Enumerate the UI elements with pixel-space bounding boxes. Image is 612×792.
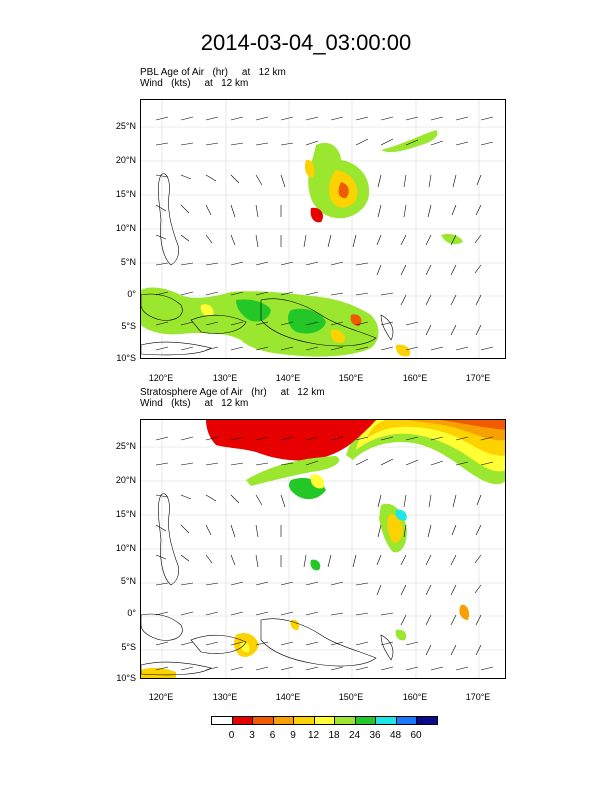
colorbar-label: 36 bbox=[369, 730, 381, 741]
lon-label: 160°E bbox=[402, 692, 428, 702]
lat-label: 0° bbox=[127, 289, 136, 299]
lat-label: 5°S bbox=[121, 321, 136, 331]
pbl-map bbox=[141, 100, 505, 358]
lon-label: 140°E bbox=[275, 373, 301, 383]
colorbar-swatch bbox=[375, 716, 397, 725]
colorbar-label: 48 bbox=[389, 730, 402, 741]
stratosphere-map-panel bbox=[140, 419, 506, 679]
colorbar-swatch bbox=[334, 716, 356, 725]
figure-title: 2014-03-04_03:00:00 bbox=[200, 30, 412, 55]
lon-label: 120°E bbox=[148, 373, 174, 383]
lat-label: 0° bbox=[127, 608, 136, 618]
colorbar-label: 24 bbox=[348, 730, 361, 741]
lat-label: 10°S bbox=[116, 353, 136, 363]
colorbar-swatch bbox=[354, 716, 376, 725]
colorbar-label: 3 bbox=[249, 730, 255, 741]
coastlines bbox=[141, 493, 394, 676]
stratosphere-age-shading bbox=[141, 420, 505, 678]
stratosphere-map bbox=[141, 420, 505, 678]
colorbar-swatch bbox=[395, 716, 417, 725]
panel2-title: Stratosphere Age of Air (hr) at 12 km bbox=[140, 387, 325, 398]
coastlines bbox=[141, 173, 394, 356]
lat-label: 10°N bbox=[115, 543, 136, 553]
lon-label: 160°E bbox=[402, 373, 428, 383]
colorbar-label: 12 bbox=[307, 730, 320, 741]
lon-label: 170°E bbox=[465, 692, 491, 702]
lat-label: 5°N bbox=[120, 257, 136, 267]
lat-label: 5°N bbox=[120, 576, 136, 586]
colorbar-label: 0 bbox=[228, 730, 235, 741]
lat-label: 5°S bbox=[121, 642, 136, 652]
colorbar-swatch bbox=[231, 716, 253, 725]
lon-label: 120°E bbox=[148, 692, 174, 702]
lat-label: 15°N bbox=[115, 509, 136, 519]
lon-label: 170°E bbox=[465, 373, 491, 383]
colorbar-swatch bbox=[211, 716, 233, 725]
lat-label: 10°S bbox=[116, 673, 136, 683]
pbl-map-panel bbox=[140, 99, 506, 359]
panel1-title: PBL Age of Air (hr) at 12 km bbox=[140, 67, 286, 78]
lat-label: 25°N bbox=[115, 121, 136, 131]
colorbar-swatch bbox=[293, 716, 315, 725]
wind-barbs bbox=[155, 116, 494, 351]
pbl-age-shading bbox=[141, 130, 463, 357]
colorbar-label: 18 bbox=[328, 730, 340, 741]
colorbar-swatch bbox=[416, 716, 438, 725]
panel2-subtitle: Wind (kts) at 12 km bbox=[140, 398, 249, 409]
lat-label: 20°N bbox=[115, 475, 136, 485]
lon-label: 150°E bbox=[338, 692, 364, 702]
colorbar-label: 9 bbox=[290, 730, 296, 741]
colorbar-swatch bbox=[272, 716, 294, 725]
lat-label: 15°N bbox=[115, 189, 136, 199]
lon-label: 150°E bbox=[338, 373, 364, 383]
lon-label: 130°E bbox=[212, 373, 238, 383]
lat-label: 10°N bbox=[115, 223, 136, 233]
colorbar-label: 6 bbox=[269, 730, 276, 741]
lat-label: 25°N bbox=[115, 441, 136, 451]
colorbar-swatch bbox=[313, 716, 335, 725]
lon-label: 130°E bbox=[212, 692, 238, 702]
lat-label: 20°N bbox=[115, 155, 136, 165]
panel1-subtitle: Wind (kts) at 12 km bbox=[140, 78, 249, 89]
lon-label: 140°E bbox=[275, 692, 301, 702]
colorbar-swatch bbox=[252, 716, 274, 725]
wind-barbs bbox=[155, 436, 494, 671]
colorbar-label: 60 bbox=[410, 730, 422, 741]
